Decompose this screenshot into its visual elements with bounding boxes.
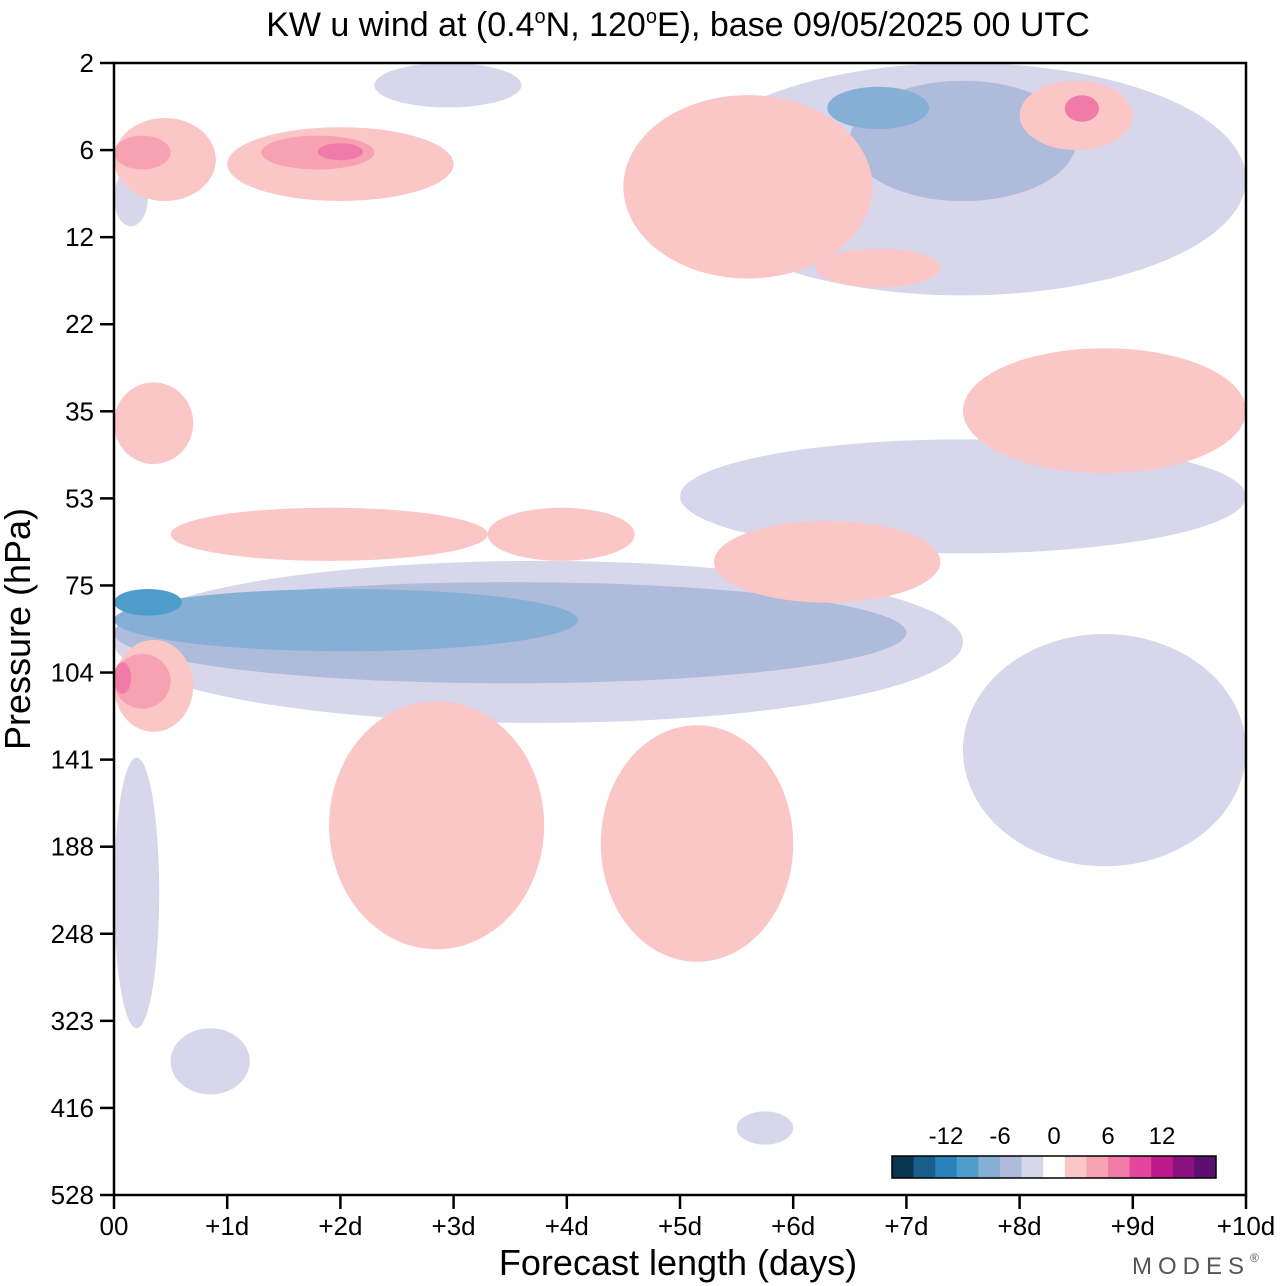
positive-wind-region-16 (114, 662, 131, 694)
negative-wind-region-25 (827, 86, 929, 129)
y-tick-label: 35 (65, 396, 94, 426)
x-tick-label: +8d (998, 1211, 1042, 1241)
positive-wind-region-18 (600, 725, 794, 962)
positive-wind-region-17 (329, 701, 545, 950)
colorbar-swatch (913, 1156, 936, 1178)
colorbar-swatch (1064, 1156, 1087, 1178)
colorbar-swatch (978, 1156, 1001, 1178)
negative-wind-region-21 (114, 589, 579, 652)
colorbar-swatch (1129, 1156, 1152, 1178)
colorbar-frame (891, 1155, 1217, 1179)
positive-wind-region-12 (714, 521, 941, 603)
brand-logo: MODES® (1132, 1251, 1265, 1280)
x-tick-label: +4d (545, 1211, 589, 1241)
positive-wind-region-10 (170, 507, 488, 561)
negative-wind-region-27 (963, 634, 1246, 867)
positive-wind-region-13 (815, 248, 941, 288)
colorbar-swatch (892, 1156, 914, 1178)
positive-wind-region-9 (963, 348, 1246, 474)
colorbar: -12 -6 0 6 12 (891, 1123, 1217, 1179)
x-axis-ticks: 00 +1d +2d +3d +4d +5d +6d +7d +8d +9d +10d (100, 1195, 1276, 1241)
y-tick-label: 2 (80, 48, 94, 78)
x-tick-label: +3d (432, 1211, 476, 1241)
colorbar-swatch (1194, 1156, 1217, 1178)
x-tick-label: +9d (1111, 1211, 1155, 1241)
x-tick-label: +2d (318, 1211, 362, 1241)
x-tick-label: +1d (205, 1211, 249, 1241)
colorbar-swatch (1108, 1156, 1130, 1178)
y-tick-label: 6 (80, 135, 94, 165)
positive-wind-region-5 (114, 382, 194, 465)
x-axis-label: Forecast length (days) (499, 1242, 857, 1283)
colorbar-swatch (1086, 1156, 1109, 1178)
y-axis-label: Pressure (hPa) (0, 508, 38, 750)
x-tick-label: +10d (1217, 1211, 1276, 1241)
positive-wind-region-11 (487, 507, 635, 561)
colorbar-label: -6 (989, 1123, 1010, 1150)
y-tick-label: 323 (51, 1006, 94, 1036)
colorbar-swatch (1021, 1156, 1044, 1178)
y-tick-label: 22 (65, 309, 94, 339)
colorbar-label: -12 (929, 1123, 964, 1150)
colorbar-swatch (1043, 1156, 1066, 1178)
colorbar-swatch (935, 1156, 958, 1178)
colorbar-label: 6 (1101, 1123, 1114, 1150)
y-tick-label: 416 (51, 1093, 94, 1123)
colorbar-swatch (1000, 1156, 1022, 1178)
x-tick-label: 00 (100, 1211, 129, 1241)
negative-wind-region-31 (374, 63, 522, 108)
chart-title: KW u wind at (0.4oN, 120oE), base 09/05/… (266, 6, 1090, 44)
positive-wind-region-4 (317, 143, 363, 161)
positive-wind-region-6 (623, 95, 873, 279)
negative-wind-region-28 (114, 757, 160, 1029)
y-tick-label: 53 (65, 483, 94, 513)
colorbar-label: 12 (1149, 1123, 1176, 1150)
negative-wind-region-30 (736, 1111, 794, 1145)
y-axis-ticks: 2 6 12 22 35 53 75 104 141 188 248 323 416 528 (51, 48, 114, 1210)
y-tick-label: 141 (51, 745, 94, 775)
y-tick-label: 12 (65, 222, 94, 252)
negative-wind-region-29 (170, 1028, 250, 1095)
x-tick-label: +5d (658, 1211, 702, 1241)
colorbar-label: 0 (1047, 1123, 1060, 1150)
colorbar-swatch (956, 1156, 979, 1178)
positive-wind-contours (114, 80, 1246, 962)
y-tick-label: 104 (51, 658, 94, 688)
x-tick-label: +6d (771, 1211, 815, 1241)
negative-wind-region-22 (114, 589, 182, 616)
positive-wind-region-8 (1064, 95, 1099, 122)
colorbar-swatch (1151, 1156, 1174, 1178)
x-tick-label: +7d (884, 1211, 928, 1241)
y-tick-label: 248 (51, 919, 94, 949)
y-tick-label: 188 (51, 832, 94, 862)
y-tick-label: 75 (65, 570, 94, 600)
y-tick-label: 528 (51, 1180, 94, 1210)
colorbar-swatch (1172, 1156, 1195, 1178)
positive-wind-region-1 (114, 135, 171, 170)
